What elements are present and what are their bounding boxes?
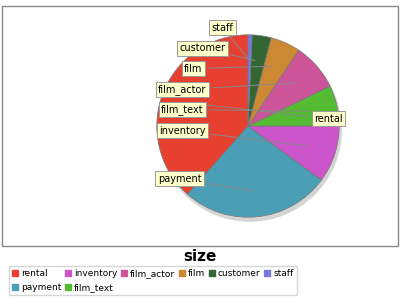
Text: payment: payment [158, 174, 252, 191]
Text: rental: rental [189, 103, 342, 124]
Text: film_actor: film_actor [158, 83, 295, 95]
Text: size: size [183, 249, 217, 264]
Text: film_text: film_text [161, 104, 309, 115]
Wedge shape [248, 35, 271, 126]
Text: customer: customer [179, 44, 255, 61]
Wedge shape [248, 38, 299, 126]
Text: inventory: inventory [159, 126, 308, 146]
Wedge shape [248, 35, 252, 126]
Ellipse shape [158, 38, 342, 222]
Wedge shape [248, 126, 339, 180]
Wedge shape [188, 126, 322, 217]
Legend: rental, payment, inventory, film_text, film_actor, film, customer, staff: rental, payment, inventory, film_text, f… [8, 266, 297, 296]
Wedge shape [248, 86, 339, 126]
Text: film: film [184, 64, 272, 74]
Text: staff: staff [212, 22, 248, 58]
Wedge shape [157, 35, 248, 194]
Wedge shape [248, 50, 330, 126]
